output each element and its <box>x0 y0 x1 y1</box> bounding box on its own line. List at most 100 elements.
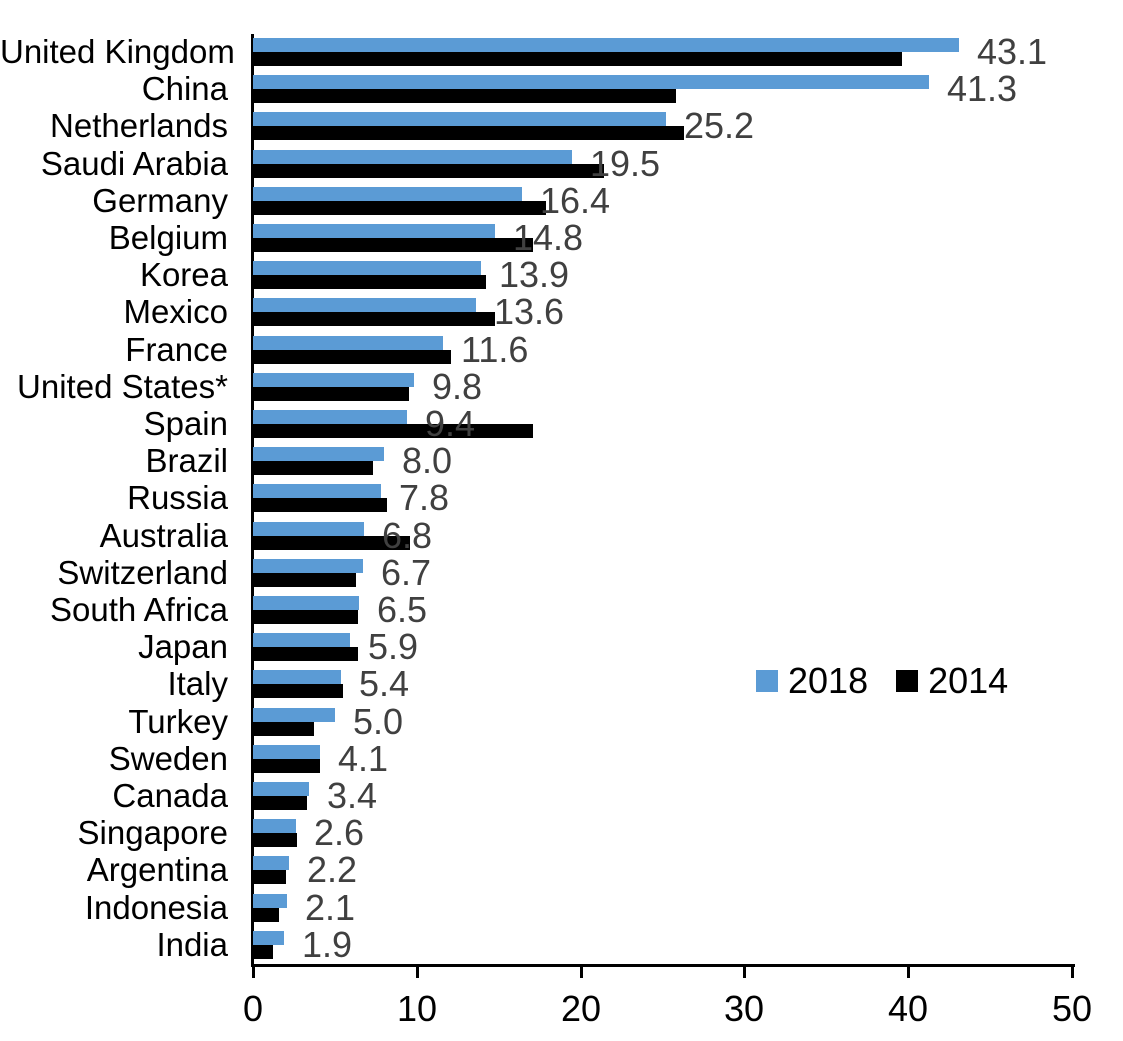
category-label: United Kingdom <box>0 33 235 70</box>
bar-2018 <box>253 336 443 350</box>
bar-2014 <box>253 759 320 773</box>
x-axis-tick <box>580 964 583 978</box>
bar-2014 <box>253 201 546 215</box>
bar-2018 <box>253 931 284 945</box>
bar-2014 <box>253 536 410 550</box>
value-label: 43.1 <box>977 31 1048 72</box>
category-label: Germany <box>92 182 228 219</box>
value-label: 5.0 <box>353 701 404 742</box>
value-label: 13.9 <box>499 254 570 295</box>
category-label: Italy <box>167 665 228 702</box>
category-label: Singapore <box>77 814 228 851</box>
bar-2018 <box>253 782 309 796</box>
category-label: Mexico <box>123 293 228 330</box>
category-label: India <box>156 926 228 963</box>
x-axis-tick <box>1071 964 1074 978</box>
bar-2014 <box>253 498 387 512</box>
bar-2018 <box>253 708 335 722</box>
bar-2018 <box>253 745 320 759</box>
category-label: Spain <box>143 405 228 442</box>
bar-2014 <box>253 164 604 178</box>
bar-2018 <box>253 112 666 126</box>
bar-2018 <box>253 596 359 610</box>
bar-2018 <box>253 670 341 684</box>
value-label: 5.9 <box>368 626 419 667</box>
category-label: Switzerland <box>57 554 228 591</box>
bar-2014 <box>253 52 902 66</box>
bar-2014 <box>253 870 286 884</box>
category-label: United States* <box>17 368 228 405</box>
bar-2018 <box>253 447 384 461</box>
value-label: 6.5 <box>377 589 428 630</box>
x-axis-tick <box>907 964 910 978</box>
x-axis-tick-label: 10 <box>396 988 438 1029</box>
category-label: Canada <box>112 777 228 814</box>
bar-2014 <box>253 684 343 698</box>
category-label: Russia <box>127 479 228 516</box>
bar-2014 <box>253 126 684 140</box>
x-axis-tick-label: 0 <box>242 988 264 1029</box>
category-label: Argentina <box>86 851 228 888</box>
bar-2014 <box>253 573 356 587</box>
category-label: France <box>125 331 228 368</box>
legend: 2018 2014 <box>756 660 1008 702</box>
value-label: 8.0 <box>402 440 453 481</box>
category-label: Indonesia <box>84 889 228 926</box>
legend-swatch-2018 <box>756 670 778 692</box>
bar-2014 <box>253 610 358 624</box>
value-label: 19.5 <box>590 143 661 184</box>
value-label: 6.8 <box>382 515 433 556</box>
legend-label: 2018 <box>788 660 869 701</box>
bar-2014 <box>253 722 314 736</box>
value-label: 6.7 <box>381 552 432 593</box>
bar-2014 <box>253 945 273 959</box>
category-label: South Africa <box>50 591 228 628</box>
value-label: 9.4 <box>425 403 476 444</box>
x-axis-tick-label: 20 <box>560 988 602 1029</box>
bar-2018 <box>253 224 495 238</box>
x-axis-line <box>251 964 1075 967</box>
bar-2014 <box>253 312 495 326</box>
value-label: 2.1 <box>305 887 356 928</box>
category-label: Sweden <box>108 740 228 777</box>
y-axis-line <box>251 34 254 967</box>
bar-2018 <box>253 187 522 201</box>
legend-item-2014: 2014 <box>896 660 1008 702</box>
value-label: 3.4 <box>327 775 378 816</box>
bar-2018 <box>253 522 364 536</box>
value-label: 1.9 <box>302 924 353 965</box>
bar-2014 <box>253 275 486 289</box>
bar-2014 <box>253 908 279 922</box>
bar-2018 <box>253 410 407 424</box>
bar-2014 <box>253 89 676 103</box>
x-axis-tick-label: 50 <box>1051 988 1093 1029</box>
bar-2014 <box>253 796 307 810</box>
legend-label: 2014 <box>928 660 1009 701</box>
bar-2018 <box>253 261 481 275</box>
value-label: 41.3 <box>947 68 1018 109</box>
bar-2014 <box>253 238 533 252</box>
category-label: Australia <box>99 517 228 554</box>
bar-2014 <box>253 647 358 661</box>
bar-2018 <box>253 38 959 52</box>
bar-2014 <box>253 387 409 401</box>
bar-2014 <box>253 424 533 438</box>
value-label: 4.1 <box>338 738 389 779</box>
value-label: 11.6 <box>461 329 529 370</box>
category-label: Netherlands <box>50 107 228 144</box>
bar-2018 <box>253 75 929 89</box>
bar-2018 <box>253 856 289 870</box>
bar-2014 <box>253 350 451 364</box>
x-axis-tick <box>252 964 255 978</box>
category-label: Korea <box>139 256 228 293</box>
x-axis-tick-label: 30 <box>723 988 765 1029</box>
category-label: Brazil <box>145 442 228 479</box>
legend-item-2018: 2018 <box>756 660 868 702</box>
x-axis-tick <box>416 964 419 978</box>
value-label: 7.8 <box>399 477 450 518</box>
bar-2018 <box>253 559 363 573</box>
bar-2018 <box>253 819 296 833</box>
bar-2018 <box>253 373 414 387</box>
bar-2018 <box>253 484 381 498</box>
